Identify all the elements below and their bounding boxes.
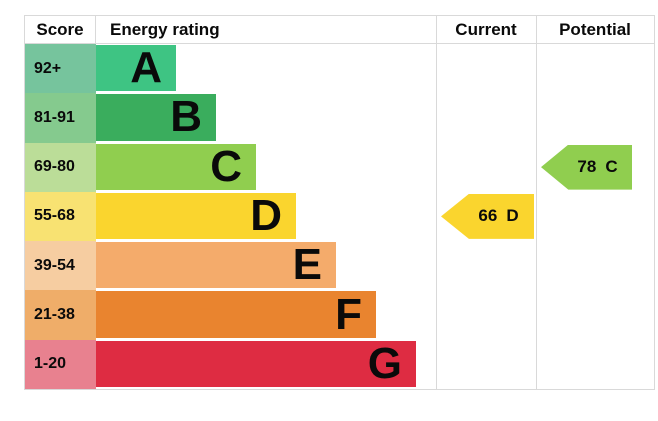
band-bar: A [96, 43, 176, 93]
band-letter: D [250, 190, 282, 240]
band-letter: F [335, 289, 362, 339]
band-row: 55-68 D [25, 190, 654, 242]
band-score-cell: 39-54 [25, 241, 96, 291]
band-row: 92+ A [25, 43, 654, 94]
band-row: 81-91 B [25, 92, 654, 143]
band-score-cell: 92+ [25, 44, 96, 94]
header-score: Score [25, 16, 96, 43]
potential-rating-letter: C [605, 157, 618, 177]
current-rating-value: 66 [478, 206, 498, 226]
band-letter: E [292, 240, 322, 290]
band-bar: C [96, 141, 256, 191]
band-row: 21-38 F [25, 289, 654, 340]
table-header: Score Energy rating Current Potential [25, 16, 654, 44]
band-bar: B [96, 92, 216, 142]
potential-rating-value: 78 [577, 157, 597, 177]
current-rating-letter: D [506, 206, 519, 226]
header-energy-rating: Energy rating [110, 19, 220, 39]
band-row: 1-20 G [25, 338, 654, 389]
band-bar: D [96, 190, 296, 240]
band-bar: G [96, 338, 416, 388]
band-row: 39-54 E [25, 240, 654, 291]
band-bar: E [96, 240, 336, 290]
band-score-cell: 81-91 [25, 93, 96, 143]
divider-potential-column [536, 16, 537, 389]
band-letter: A [130, 43, 162, 93]
band-letter: G [367, 338, 402, 388]
divider-current-column [436, 16, 437, 389]
band-score-cell: 1-20 [25, 339, 96, 389]
band-letter: B [170, 92, 202, 142]
band-score-cell: 55-68 [25, 191, 96, 242]
band-score-cell: 21-38 [25, 290, 96, 340]
band-score-cell: 69-80 [25, 142, 96, 192]
epc-table: Score Energy rating Current Potential 92… [24, 15, 655, 390]
band-rows: 92+ A 81-91 B 69-80 C 55-68 D 39-54 E 21… [25, 44, 654, 389]
header-potential: Potential [559, 19, 631, 39]
band-row: 69-80 C [25, 141, 654, 192]
band-letter: C [210, 141, 242, 191]
band-bar: F [96, 289, 376, 339]
header-current: Current [455, 19, 517, 39]
